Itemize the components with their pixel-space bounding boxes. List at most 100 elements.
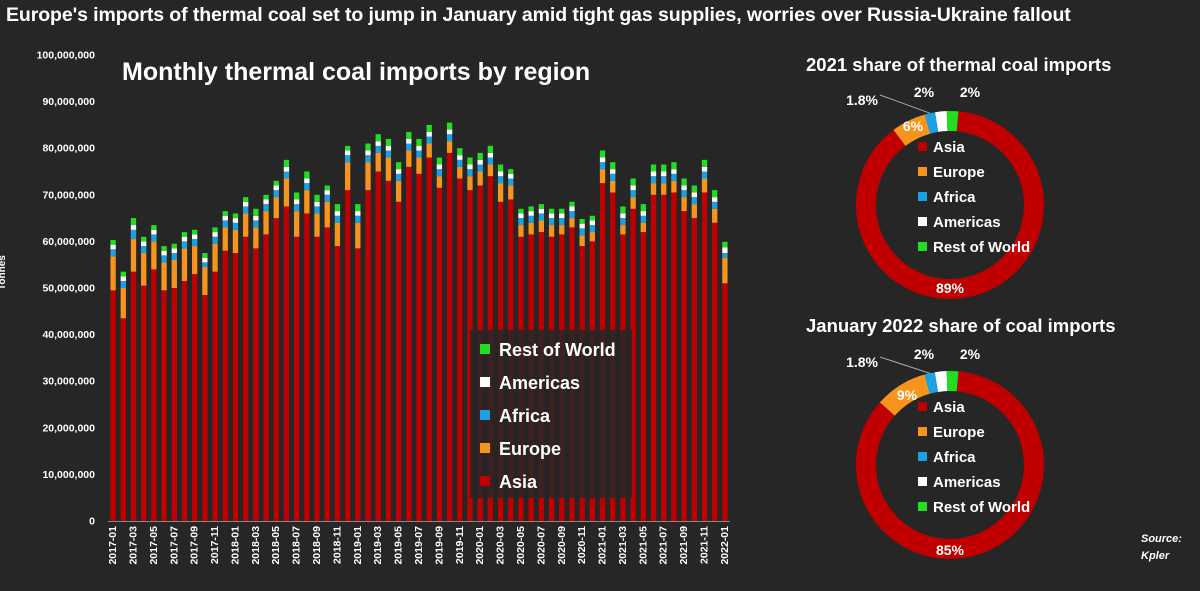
donut-2021-legend-label-europe: Europe [933,164,985,181]
bar-africa-2019-03 [375,145,381,153]
bar-americas-2021-01 [599,157,606,163]
bar-rest-of-world-2018-01 [232,213,239,219]
legend-swatch-americas [480,377,490,387]
bar-americas-2021-03 [620,213,626,219]
bar-europe-2020-10 [569,218,575,228]
bar-americas-2019-10 [446,129,453,135]
bar-rest-of-world-2017-09 [192,229,198,235]
bar-africa-2018-10 [324,194,330,202]
bar-europe-2019-03 [375,152,381,172]
bar-asia-2018-10 [324,227,330,522]
bar-americas-2017-08 [181,236,188,242]
bar-chart-title: Monthly thermal coal imports by region [122,58,591,86]
bar-rest-of-world-2018-05 [273,180,279,186]
bar-europe-2020-06 [528,222,534,235]
bar-americas-2020-06 [528,211,534,216]
bar-africa-2017-08 [181,241,188,249]
x-tick-label: 2017-01 [107,526,119,565]
x-tick-label: 2021-11 [699,526,711,564]
bar-rest-of-world-2019-08 [426,124,432,132]
bar-asia-2019-04 [385,180,392,521]
bar-rest-of-world-2020-04 [508,169,514,174]
donut-2022-slice-europe [879,374,930,416]
bar-asia-2018-01 [232,253,239,522]
x-tick-label: 2018-11 [331,526,343,564]
bar-europe-2020-02 [487,164,494,177]
donut-2021-slice-rest-of-world [946,111,959,132]
legend-swatch-rest-of-world [480,344,490,354]
bar-africa-2020-03 [497,176,504,184]
bar-rest-of-world-2019-01 [355,204,361,212]
bar-americas-2020-10 [569,206,575,212]
bar-africa-2021-04 [630,190,636,198]
bar-rest-of-world-2020-11 [579,219,585,224]
bar-rest-of-world-2021-03 [620,206,626,214]
bar-asia-2018-08 [304,213,310,521]
source-note: Source: Kpler [1141,531,1182,565]
bar-africa-2017-07 [171,253,177,261]
bar-americas-2019-09 [436,164,443,170]
bar-rest-of-world-2018-09 [314,194,320,202]
bar-europe-2019-01 [355,222,361,249]
bar-americas-2021-08 [671,169,677,174]
bar-europe-2021-12 [712,208,718,223]
bar-rest-of-world-2018-12 [344,145,351,151]
donut-2022-label-europe: 9% [897,387,918,403]
bar-americas-2021-11 [701,166,708,172]
donut-2021-africa-leader-line [879,94,931,114]
donut-2022-africa-leader-line [879,356,930,374]
bar-africa-2020-11 [579,228,585,236]
bar-europe-2018-03 [253,227,259,249]
bar-europe-2017-07 [171,260,177,288]
donut-2022-slice-americas [934,371,948,392]
bar-americas-2019-08 [426,131,432,137]
bar-rest-of-world-2020-03 [497,164,504,172]
bar-africa-2018-03 [253,220,259,228]
x-tick-label: 2018-03 [250,526,262,565]
source-name: Kpler [1141,550,1170,562]
bar-rest-of-world-2020-08 [548,208,555,214]
bar-asia-2021-10 [691,218,697,521]
bar-europe-2021-04 [630,197,636,209]
y-tick-label: 60,000,000 [42,236,95,248]
y-tick-label: 20,000,000 [42,422,95,434]
bar-europe-2021-07 [661,183,667,195]
bar-africa-2017-04 [141,246,147,254]
bar-europe-2018-10 [324,201,330,228]
bar-americas-2018-12 [344,150,351,156]
bar-africa-2019-06 [406,143,412,151]
bar-europe-2017-10 [202,267,208,295]
bar-americas-2020-11 [579,223,585,229]
x-tick-label: 2018-01 [229,526,241,565]
bar-europe-2019-08 [426,143,432,158]
bar-asia-2017-02 [120,318,126,521]
bar-europe-2021-06 [650,183,657,195]
bar-americas-2021-10 [691,192,697,198]
bar-africa-2020-12 [589,225,595,233]
bar-africa-2019-12 [467,169,473,177]
legend-label-rest-of-world: Rest of World [499,340,616,360]
bar-rest-of-world-2019-11 [457,148,463,156]
bar-rest-of-world-2021-05 [640,204,646,212]
bar-rest-of-world-2021-07 [661,164,667,172]
bar-americas-2017-12 [222,215,228,221]
donut-2022-chart: 85% 9% 1.8% 2% 2% Asia Europe Africa Americas Res… [846,346,1044,559]
bar-asia-2019-08 [426,157,432,521]
bar-europe-2017-06 [161,262,167,291]
bar-americas-2019-02 [365,150,371,156]
bar-asia-2021-08 [671,192,677,521]
bar-legend: Rest of World Americas Africa Europe Asia [470,330,632,498]
donut-2021-legend-swatch-asia [918,142,927,151]
bar-rest-of-world-2018-08 [304,171,310,179]
donut-2022-legend-swatch-europe [918,427,927,436]
x-tick-label: 2021-07 [658,526,670,565]
bar-rest-of-world-2019-03 [375,134,381,142]
bar-europe-2018-12 [344,162,351,191]
bar-americas-2017-07 [171,248,177,254]
bar-europe-2017-11 [212,243,218,272]
bar-africa-2020-10 [569,211,575,219]
bar-rest-of-world-2018-11 [334,204,341,212]
bar-asia-2017-12 [222,250,228,521]
bar-europe-2021-05 [640,222,646,233]
bar-americas-2017-09 [192,234,198,240]
